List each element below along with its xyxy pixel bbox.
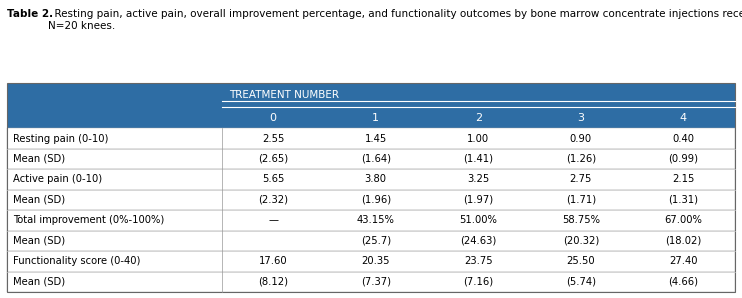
Text: (2.32): (2.32) bbox=[258, 195, 288, 205]
Text: 2.15: 2.15 bbox=[672, 174, 695, 184]
Text: 51.00%: 51.00% bbox=[459, 215, 497, 225]
Text: 23.75: 23.75 bbox=[464, 256, 493, 266]
Text: (2.65): (2.65) bbox=[258, 154, 288, 164]
Text: 0: 0 bbox=[269, 113, 277, 123]
Text: Mean (SD): Mean (SD) bbox=[13, 236, 65, 246]
Text: 0.90: 0.90 bbox=[570, 134, 592, 144]
Text: 3.25: 3.25 bbox=[467, 174, 490, 184]
Text: 1: 1 bbox=[372, 113, 379, 123]
Text: 2: 2 bbox=[475, 113, 482, 123]
Text: 3: 3 bbox=[577, 113, 584, 123]
Text: (4.66): (4.66) bbox=[669, 277, 698, 287]
Text: (25.7): (25.7) bbox=[361, 236, 391, 246]
Text: Mean (SD): Mean (SD) bbox=[13, 277, 65, 287]
Text: 5.65: 5.65 bbox=[262, 174, 284, 184]
Text: (1.71): (1.71) bbox=[565, 195, 596, 205]
Text: Table 2.: Table 2. bbox=[7, 9, 53, 19]
Text: Functionality score (0-40): Functionality score (0-40) bbox=[13, 256, 141, 266]
Text: 58.75%: 58.75% bbox=[562, 215, 600, 225]
Text: Resting pain, active pain, overall improvement percentage, and functionality out: Resting pain, active pain, overall impro… bbox=[48, 9, 742, 30]
Text: 1.45: 1.45 bbox=[364, 134, 387, 144]
Text: (7.16): (7.16) bbox=[463, 277, 493, 287]
Text: Total improvement (0%-100%): Total improvement (0%-100%) bbox=[13, 215, 165, 225]
Text: (1.31): (1.31) bbox=[669, 195, 698, 205]
Text: (1.41): (1.41) bbox=[463, 154, 493, 164]
Text: (7.37): (7.37) bbox=[361, 277, 391, 287]
Text: 0.40: 0.40 bbox=[672, 134, 695, 144]
Text: 20.35: 20.35 bbox=[361, 256, 390, 266]
Text: (1.26): (1.26) bbox=[565, 154, 596, 164]
Text: Mean (SD): Mean (SD) bbox=[13, 195, 65, 205]
Text: 4: 4 bbox=[680, 113, 687, 123]
Text: TREATMENT NUMBER: TREATMENT NUMBER bbox=[229, 90, 339, 100]
Text: Resting pain (0-10): Resting pain (0-10) bbox=[13, 134, 108, 144]
Text: —: — bbox=[268, 215, 278, 225]
Text: (0.99): (0.99) bbox=[669, 154, 698, 164]
Text: (18.02): (18.02) bbox=[665, 236, 701, 246]
Text: (24.63): (24.63) bbox=[460, 236, 496, 246]
Text: 43.15%: 43.15% bbox=[357, 215, 395, 225]
Text: 2.55: 2.55 bbox=[262, 134, 284, 144]
Text: (1.96): (1.96) bbox=[361, 195, 391, 205]
Text: 1.00: 1.00 bbox=[467, 134, 489, 144]
Text: (1.64): (1.64) bbox=[361, 154, 391, 164]
Text: (8.12): (8.12) bbox=[258, 277, 288, 287]
Text: 67.00%: 67.00% bbox=[664, 215, 702, 225]
Text: (1.97): (1.97) bbox=[463, 195, 493, 205]
Text: 25.50: 25.50 bbox=[566, 256, 595, 266]
Text: (20.32): (20.32) bbox=[562, 236, 599, 246]
Text: (5.74): (5.74) bbox=[566, 277, 596, 287]
Text: 2.75: 2.75 bbox=[570, 174, 592, 184]
Text: 27.40: 27.40 bbox=[669, 256, 697, 266]
Text: Active pain (0-10): Active pain (0-10) bbox=[13, 174, 102, 184]
Text: 17.60: 17.60 bbox=[259, 256, 287, 266]
Text: 3.80: 3.80 bbox=[365, 174, 387, 184]
Text: Mean (SD): Mean (SD) bbox=[13, 154, 65, 164]
